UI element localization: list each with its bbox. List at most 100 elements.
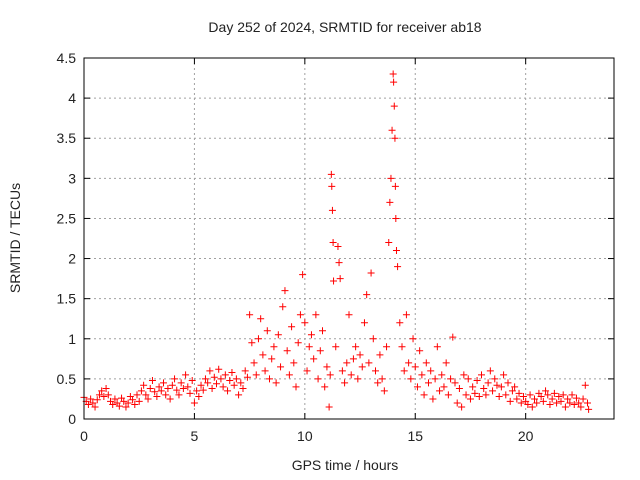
data-point <box>219 383 227 391</box>
data-point <box>254 335 262 343</box>
data-point <box>356 351 364 359</box>
data-point <box>328 206 336 214</box>
data-points <box>80 70 593 413</box>
data-point <box>581 381 589 389</box>
y-tick-label: 3 <box>68 170 76 186</box>
y-tick-label: 1 <box>68 331 76 347</box>
data-point <box>440 383 448 391</box>
data-point <box>374 379 382 387</box>
data-point <box>193 387 201 395</box>
data-point <box>473 376 481 384</box>
data-point <box>248 339 256 347</box>
data-point <box>345 311 353 319</box>
data-point <box>166 395 174 403</box>
data-point <box>369 335 377 343</box>
data-point <box>162 391 170 399</box>
data-point <box>548 395 556 403</box>
data-point <box>281 287 289 295</box>
data-point <box>230 381 238 389</box>
data-point <box>566 399 574 407</box>
data-point <box>87 395 95 403</box>
data-point <box>241 367 249 375</box>
data-point <box>420 391 428 399</box>
data-point <box>508 387 516 395</box>
grid <box>84 58 614 419</box>
data-point <box>197 381 205 389</box>
data-point <box>360 319 368 327</box>
data-point <box>380 387 388 395</box>
data-point <box>95 391 103 399</box>
data-point <box>310 355 318 363</box>
data-point <box>217 375 225 383</box>
data-point <box>577 403 585 411</box>
data-point <box>394 263 402 271</box>
data-point <box>226 376 234 384</box>
data-point <box>246 311 254 319</box>
data-point <box>296 311 304 319</box>
data-point <box>495 393 503 401</box>
data-point <box>464 375 472 383</box>
data-point <box>418 371 426 379</box>
data-point <box>513 395 521 403</box>
x-tick-label: 0 <box>80 428 88 444</box>
data-point <box>425 379 432 387</box>
data-point <box>433 343 441 351</box>
data-point <box>312 311 320 319</box>
data-point <box>129 396 137 404</box>
data-point <box>398 343 406 351</box>
data-point <box>391 182 399 190</box>
data-point <box>148 376 156 384</box>
data-point <box>559 391 567 399</box>
data-point <box>471 389 479 397</box>
data-point <box>173 386 181 394</box>
data-point <box>243 373 251 381</box>
data-point <box>385 239 393 247</box>
y-tick-label: 4 <box>68 90 76 106</box>
data-point <box>285 371 293 379</box>
data-point <box>290 359 298 367</box>
data-point <box>146 385 154 393</box>
data-point <box>327 170 335 178</box>
data-point <box>402 311 410 319</box>
data-point <box>413 383 421 391</box>
data-point <box>451 379 459 387</box>
data-point <box>493 381 501 389</box>
data-point <box>557 397 565 405</box>
data-point <box>389 70 397 78</box>
data-point <box>179 385 187 393</box>
data-point <box>526 391 534 399</box>
data-point <box>239 385 247 393</box>
data-point <box>411 363 419 371</box>
data-point <box>531 395 538 403</box>
data-point <box>213 380 220 388</box>
data-point <box>405 359 413 367</box>
data-point <box>328 182 336 190</box>
y-tick-label: 0 <box>68 411 76 427</box>
x-tick-label: 20 <box>518 428 534 444</box>
data-point <box>268 355 276 363</box>
data-point <box>383 343 391 351</box>
data-point <box>436 387 444 395</box>
data-point <box>93 396 101 404</box>
data-point <box>480 385 488 393</box>
data-point <box>343 359 351 367</box>
data-point <box>319 327 326 335</box>
data-point <box>392 247 400 255</box>
data-point <box>392 214 400 222</box>
data-point <box>335 259 343 267</box>
data-point <box>316 347 324 355</box>
data-point <box>177 379 185 387</box>
data-point <box>133 391 141 399</box>
data-point <box>372 367 379 375</box>
data-point <box>270 343 278 351</box>
data-point <box>354 375 362 383</box>
data-point <box>555 393 563 401</box>
data-point <box>314 375 322 383</box>
data-point <box>144 395 152 403</box>
data-point <box>365 359 373 367</box>
data-point <box>235 391 243 399</box>
data-point <box>195 393 203 401</box>
plot-frame <box>83 57 615 420</box>
data-point <box>292 383 300 391</box>
y-tick-label: 2 <box>68 251 76 267</box>
